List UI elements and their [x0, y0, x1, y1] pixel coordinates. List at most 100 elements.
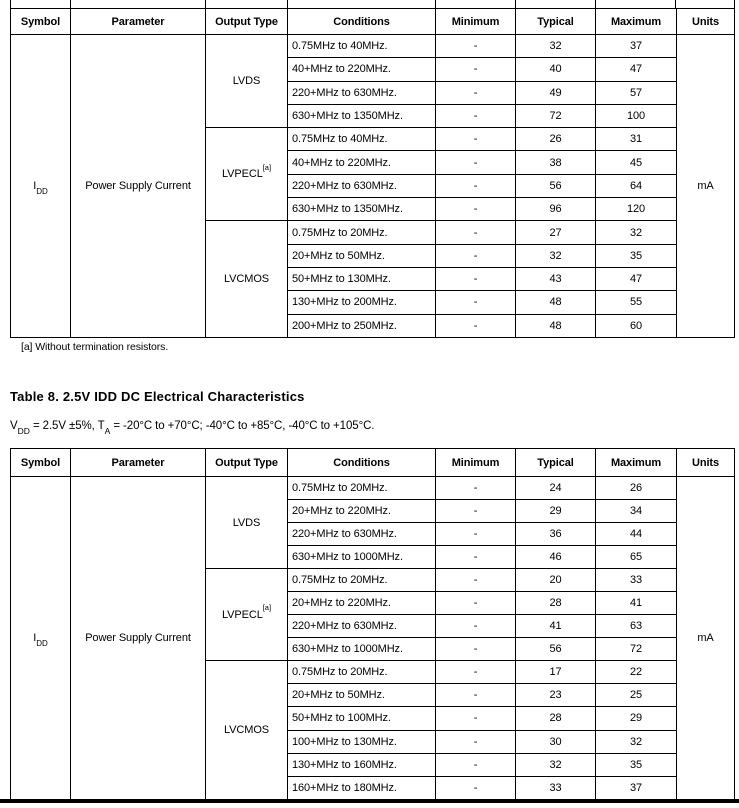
- minimum-cell: -: [435, 33, 516, 59]
- typical-cell: 96: [515, 197, 596, 222]
- minimum-cell: -: [435, 752, 516, 777]
- col-header-symbol: Symbol: [10, 448, 71, 477]
- col-header-output-type: Output Type: [205, 448, 288, 477]
- minimum-cell: -: [435, 475, 516, 501]
- condition-cell: 100+MHz to 130MHz.: [287, 729, 436, 754]
- condition-cell: 50+MHz to 100MHz.: [287, 706, 436, 731]
- crop-column-line: [435, 0, 436, 9]
- minimum-cell: -: [435, 591, 516, 616]
- table-row: 200+MHz to 250MHz. -48 60: [11, 313, 735, 338]
- minimum-cell: -: [435, 57, 516, 82]
- parameter-cell: Power Supply Current: [70, 34, 206, 338]
- minimum-cell: -: [435, 220, 516, 245]
- maximum-cell: 120: [595, 197, 677, 222]
- minimum-cell: -: [435, 290, 516, 315]
- table-row: 20+MHz to 220MHz. -29 34: [11, 499, 735, 524]
- symbol-cell-text: I: [33, 631, 37, 644]
- table-row: 630+MHz to 1350MHz. -96 120: [11, 197, 735, 222]
- typical-cell: 26: [515, 127, 596, 152]
- output-type-cell: LVPECL[a]: [205, 127, 288, 222]
- crop-column-line: [10, 0, 11, 9]
- maximum-cell: 34: [595, 499, 677, 524]
- condition-cell: 20+MHz to 220MHz.: [287, 591, 436, 616]
- output-type-cell: LVPECL[a]: [205, 568, 288, 662]
- table-row: IDD Power Supply Current LVDS 0.75MHz to 20…: [10, 475, 735, 800]
- typical-cell: 24: [515, 475, 596, 501]
- col-header-typical: Typical: [515, 448, 596, 477]
- maximum-cell: 44: [595, 522, 677, 547]
- condition-cell: 200+MHz to 250MHz.: [287, 313, 436, 338]
- typical-cell: 28: [515, 706, 596, 731]
- symbol-cell-text: I: [33, 179, 37, 192]
- table-row: LVPECL[a] 0.75MHz to 20MHz. -20 33: [11, 568, 735, 662]
- maximum-cell: 65: [595, 545, 677, 570]
- table-row: LVCMOS 0.75MHz to 20MHz. -27 32: [11, 220, 735, 338]
- maximum-cell: 72: [595, 637, 677, 662]
- minimum-cell: -: [435, 103, 516, 129]
- crop-column-line: [70, 0, 71, 9]
- condition-cell: 220+MHz to 630MHz.: [287, 614, 436, 639]
- page-break-rule: [0, 799, 739, 803]
- minimum-cell: -: [435, 150, 516, 175]
- maximum-cell: 45: [595, 150, 677, 175]
- maximum-cell: 100: [595, 103, 677, 129]
- condition-cell: 0.75MHz to 40MHz.: [287, 33, 436, 59]
- table-row: 630+MHz to 1000MHz. -46 65: [11, 545, 735, 570]
- maximum-cell: 47: [595, 266, 677, 292]
- table-row: 20+MHz to 220MHz. -28 41: [11, 591, 735, 616]
- condition-cell: 130+MHz to 200MHz.: [287, 290, 436, 315]
- table-row: LVCMOS 0.75MHz to 20MHz. -17 22: [11, 660, 735, 800]
- minimum-cell: -: [435, 499, 516, 524]
- typical-cell: 49: [515, 80, 596, 105]
- crop-column-line: [287, 0, 288, 9]
- output-type-cell: LVDS: [205, 475, 288, 570]
- col-header-units: Units: [676, 8, 735, 35]
- typical-cell: 17: [515, 660, 596, 685]
- condition-cell: 50+MHz to 130MHz.: [287, 266, 436, 292]
- header-row: Symbol Parameter Output Type Conditions Mini…: [10, 448, 735, 477]
- condition-cell: 0.75MHz to 20MHz.: [287, 568, 436, 593]
- output-type-cell-text: LVCMOS: [223, 273, 270, 286]
- typical-cell: 56: [515, 173, 596, 199]
- maximum-cell: 55: [595, 290, 677, 315]
- typical-cell: 23: [515, 683, 596, 708]
- minimum-cell: -: [435, 266, 516, 292]
- maximum-cell: 60: [595, 313, 677, 338]
- typical-cell: 32: [515, 243, 596, 268]
- minimum-cell: -: [435, 173, 516, 199]
- typical-cell: 36: [515, 522, 596, 547]
- maximum-cell: 37: [595, 775, 677, 800]
- maximum-cell: 57: [595, 80, 677, 105]
- table-row: 220+MHz to 630MHz. -41 63: [11, 614, 735, 639]
- table-row: 20+MHz to 50MHz. -23 25: [11, 683, 735, 708]
- typical-cell: 32: [515, 33, 596, 59]
- table-row: IDD Power Supply Current LVDS 0.75MHz to 40…: [10, 33, 735, 338]
- output-type-cell-text: LVPECL: [221, 608, 263, 621]
- subscript-text: DD: [17, 426, 30, 437]
- typical-cell: 29: [515, 499, 596, 524]
- output-type-cell: LVCMOS: [205, 220, 288, 338]
- col-header-parameter: Parameter: [70, 448, 206, 477]
- typical-cell: 43: [515, 266, 596, 292]
- minimum-cell: -: [435, 522, 516, 547]
- maximum-cell: 22: [595, 660, 677, 685]
- col-header-units: Units: [676, 448, 735, 477]
- output-type-cell-sup: [a]: [262, 162, 272, 172]
- condition-cell: 630+MHz to 1350MHz.: [287, 103, 436, 129]
- minimum-cell: -: [435, 313, 516, 338]
- typical-cell: 33: [515, 775, 596, 800]
- typical-cell: 30: [515, 729, 596, 754]
- minimum-cell: -: [435, 568, 516, 593]
- output-type-cell: LVCMOS: [205, 660, 288, 800]
- condition-cell: 220+MHz to 630MHz.: [287, 80, 436, 105]
- typical-cell: 40: [515, 57, 596, 82]
- col-header-maximum: Maximum: [595, 448, 677, 477]
- table-row: 50+MHz to 100MHz. -28 29: [11, 706, 735, 731]
- table-row: 160+MHz to 180MHz. -33 37: [11, 775, 735, 800]
- maximum-cell: 35: [595, 752, 677, 777]
- condition-cell: 40+MHz to 220MHz.: [287, 57, 436, 82]
- condition-cell: 20+MHz to 220MHz.: [287, 499, 436, 524]
- condition-cell: 0.75MHz to 20MHz.: [287, 475, 436, 501]
- table-row: 220+MHz to 630MHz. -36 44: [11, 522, 735, 547]
- crop-column-line: [595, 0, 596, 9]
